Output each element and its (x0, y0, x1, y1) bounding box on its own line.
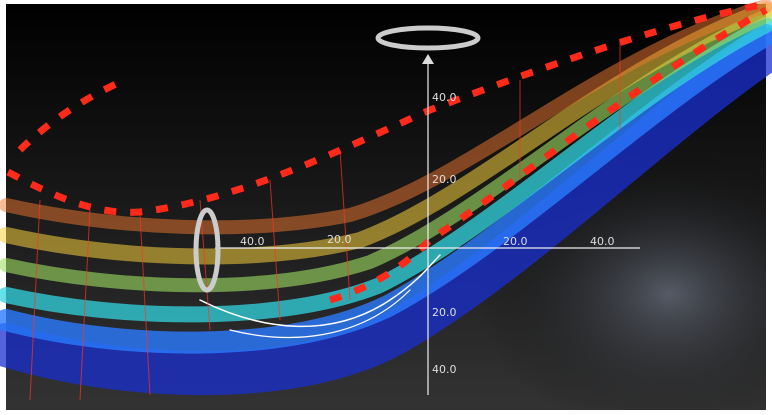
y-axis-label: 20.0 (432, 173, 457, 186)
page: {"axes": {"x_labels": ["40.0", "20.0", "… (0, 0, 772, 415)
visualization: 40.0 20.0 20.0 40.0 40.0 20.0 20.0 40.0 (0, 0, 772, 415)
x-axis-label: 40.0 (590, 235, 615, 248)
y-axis-label: 20.0 (432, 306, 457, 319)
x-axis-label: 20.0 (503, 235, 528, 248)
y-axis-label: 40.0 (432, 91, 457, 104)
x-axis-label: 20.0 (327, 233, 352, 246)
x-axis-label: 40.0 (240, 235, 265, 248)
y-axis-label: 40.0 (432, 363, 457, 376)
